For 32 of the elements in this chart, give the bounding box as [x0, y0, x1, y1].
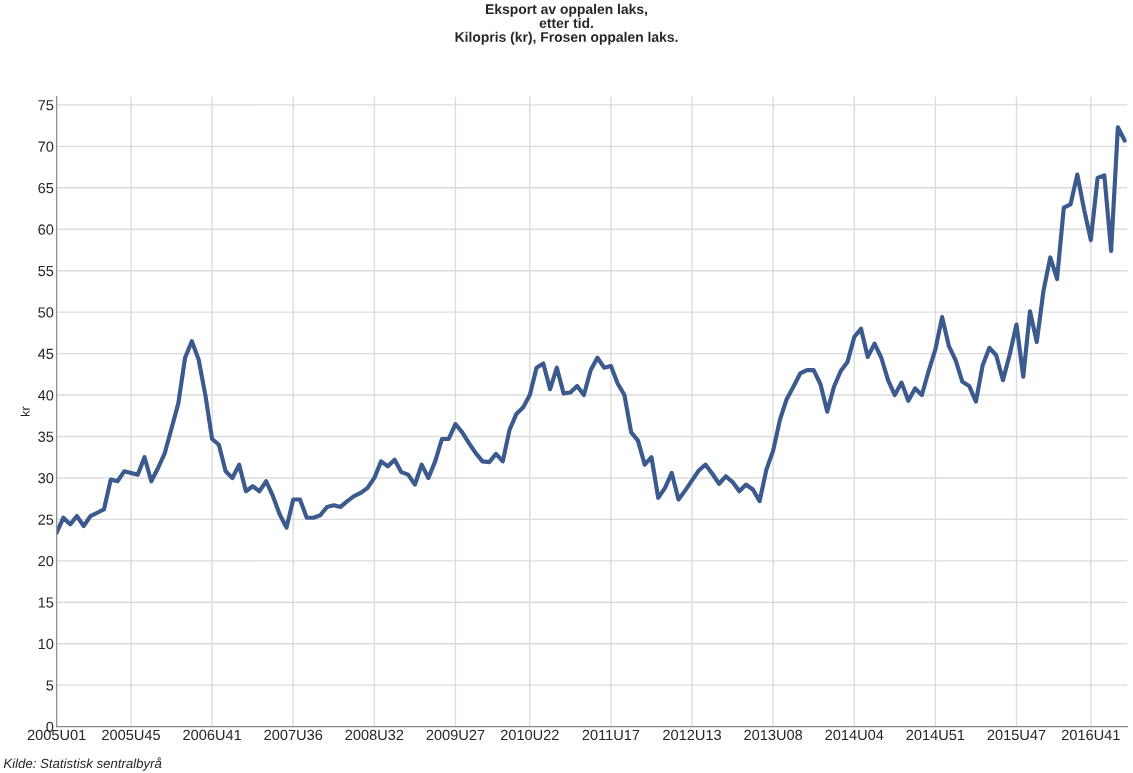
y-tick-label: 65: [38, 182, 54, 194]
y-tick-label: 45: [37, 348, 54, 360]
y-tick-label: 40: [37, 390, 54, 401]
y-tick-label: 20: [38, 555, 54, 567]
y-tick-label: 60: [38, 224, 54, 235]
x-tick-label: 2012U13: [663, 729, 721, 741]
x-tick-label: 2010U22: [500, 729, 559, 741]
x-tick-label: 2009U27: [426, 729, 485, 741]
chart-title: Eksport av oppalen laks, etter tid. Kilopris (kr), Frosen oppalen laks.: [455, 3, 678, 45]
y-tick-label: 70: [38, 141, 54, 152]
x-tick-label: 2013U08: [744, 729, 803, 741]
x-tick-label: 2015U47: [987, 729, 1046, 741]
y-tick-label: 55: [38, 265, 54, 277]
y-tick-label: 15: [38, 597, 54, 608]
y-tick-label: 75: [38, 100, 54, 111]
x-tick-label: 2014U04: [825, 729, 884, 741]
y-tick-label: 30: [38, 473, 54, 484]
y-tick-label: 35: [38, 431, 54, 442]
x-tick-label: 2014U51: [906, 729, 965, 741]
y-axis-title: kr: [20, 406, 30, 416]
line-series: [56, 125, 1127, 535]
text: Kilde: Statistisk sentralbyrå: [3, 757, 162, 771]
x-tick-label: 2008U32: [345, 729, 404, 741]
x-tick-label: 2005U45: [102, 729, 160, 741]
x-tick-label: 2006U41: [183, 729, 241, 741]
y-tick-label: 50: [38, 307, 54, 318]
x-tick-label: 2007U36: [264, 729, 323, 741]
x-tick-label: 2016U41: [1061, 729, 1120, 741]
y-tick-label: 10: [38, 638, 54, 650]
y-tick-label: 25: [38, 514, 54, 525]
y-tick-label: 5: [46, 680, 54, 691]
x-tick-label: 2011U17: [582, 729, 640, 741]
